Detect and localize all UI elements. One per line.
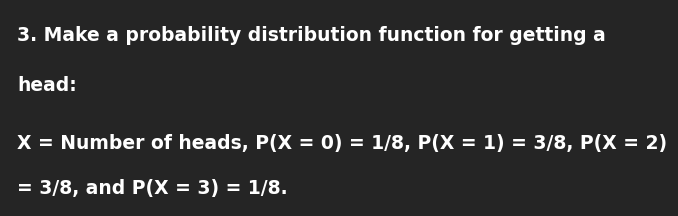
Text: = 3/8, and P(X = 3) = 1/8.: = 3/8, and P(X = 3) = 1/8.: [17, 179, 287, 198]
Text: head:: head:: [17, 76, 77, 95]
Text: 3. Make a probability distribution function for getting a: 3. Make a probability distribution funct…: [17, 26, 605, 45]
Text: X = Number of heads, P(X = 0) = 1/8, P(X = 1) = 3/8, P(X = 2): X = Number of heads, P(X = 0) = 1/8, P(X…: [17, 134, 667, 153]
